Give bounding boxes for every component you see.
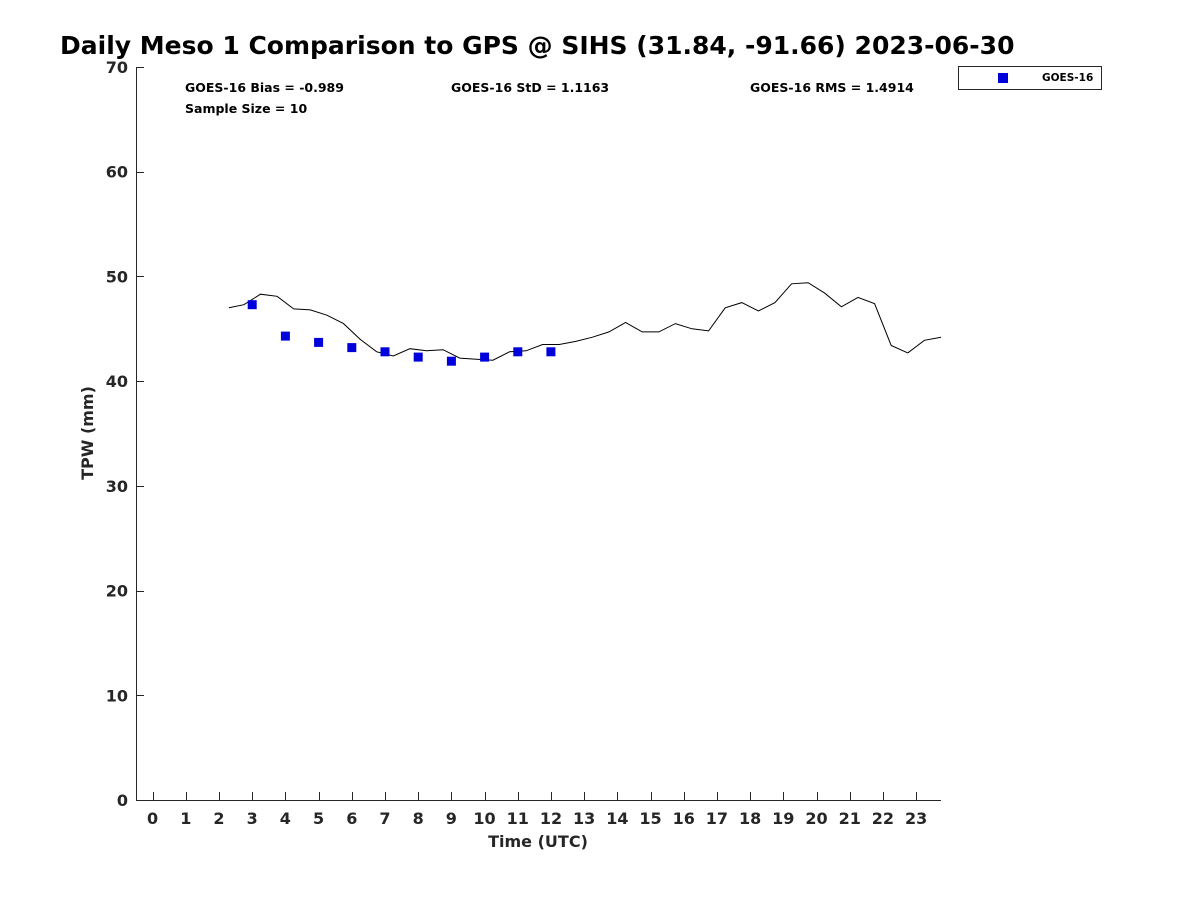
x-tick-label: 3 (247, 809, 258, 828)
x-axis-label: Time (UTC) (488, 832, 588, 851)
goes16-data-point (413, 352, 423, 362)
goes16-data-point (380, 347, 390, 357)
x-tick-label: 11 (507, 809, 529, 828)
x-axis-ticks: 0 1 2 3 4 5 6 7 8 9 10 11 12 13 14 15 16 17 18 19 20 21 22 23 (147, 792, 927, 828)
y-tick-label: 20 (106, 582, 128, 601)
sample-size-annotation: Sample Size = 10 (185, 101, 307, 116)
y-tick-label: 50 (106, 267, 128, 286)
y-tick-label: 40 (106, 372, 128, 391)
bias-annotation: GOES-16 Bias = -0.989 (185, 80, 344, 95)
goes16-data-point (480, 352, 490, 362)
y-tick-label: 0 (117, 791, 128, 810)
x-tick-label: 1 (180, 809, 191, 828)
y-axis-ticks: 0 10 20 30 40 50 60 70 (106, 58, 144, 810)
y-tick-label: 30 (106, 477, 128, 496)
x-tick-label: 14 (606, 809, 628, 828)
x-tick-label: 19 (772, 809, 794, 828)
x-tick-label: 22 (872, 809, 894, 828)
goes16-data-point (247, 300, 257, 310)
x-tick-label: 16 (673, 809, 695, 828)
goes16-data-point (280, 331, 290, 341)
goes16-data-point (446, 356, 456, 366)
std-annotation: GOES-16 StD = 1.1163 (451, 80, 609, 95)
series-layer (228, 282, 942, 366)
x-tick-label: 0 (147, 809, 158, 828)
y-tick-label: 60 (106, 163, 128, 182)
x-tick-label: 6 (346, 809, 357, 828)
x-tick-label: 21 (839, 809, 861, 828)
x-tick-label: 20 (805, 809, 827, 828)
x-tick-label: 7 (379, 809, 390, 828)
chart-legend: GOES-16 (958, 66, 1102, 90)
x-tick-label: 5 (313, 809, 324, 828)
x-tick-label: 18 (739, 809, 761, 828)
x-tick-label: 17 (706, 809, 728, 828)
reference-line (228, 282, 942, 361)
goes16-data-point (314, 337, 324, 347)
goes16-data-point (513, 347, 523, 357)
x-tick-label: 2 (213, 809, 224, 828)
rms-annotation: GOES-16 RMS = 1.4914 (750, 80, 914, 95)
x-tick-label: 23 (905, 809, 927, 828)
x-tick-label: 12 (540, 809, 562, 828)
x-tick-label: 15 (639, 809, 661, 828)
y-axis-label: TPW (mm) (78, 386, 97, 480)
goes16-data-point (347, 343, 357, 353)
plot-axes (136, 67, 941, 801)
y-tick-label: 70 (106, 58, 128, 77)
legend-box (958, 66, 1102, 90)
legend-marker-goes16 (998, 73, 1008, 83)
x-tick-label: 4 (280, 809, 291, 828)
chart-title: Daily Meso 1 Comparison to GPS @ SIHS (3… (60, 31, 1014, 60)
y-tick-label: 10 (106, 686, 128, 705)
legend-label-goes16: GOES-16 (1042, 72, 1093, 84)
x-tick-label: 13 (573, 809, 595, 828)
x-tick-label: 8 (413, 809, 424, 828)
x-tick-label: 9 (446, 809, 457, 828)
x-tick-label: 10 (473, 809, 495, 828)
goes16-data-point (546, 347, 556, 357)
